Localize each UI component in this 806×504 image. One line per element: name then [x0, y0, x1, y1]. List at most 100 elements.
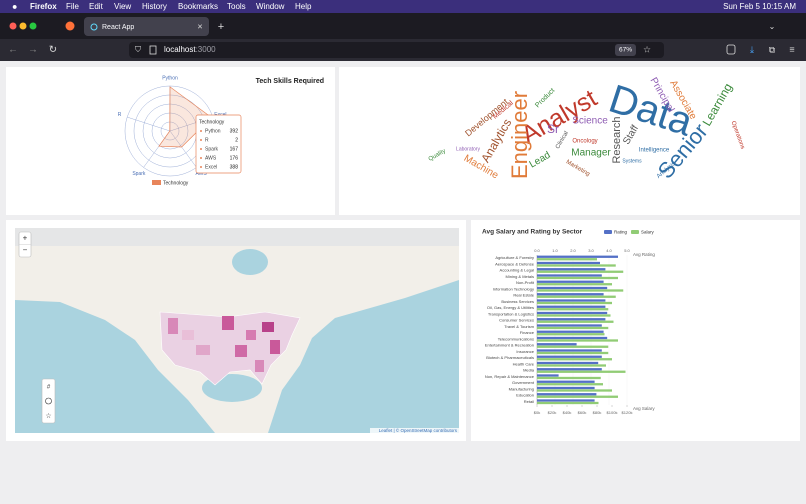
bar: [537, 301, 612, 305]
url-port: :3000: [196, 45, 217, 54]
zoom-badge[interactable]: [615, 44, 636, 56]
bar: [537, 370, 626, 373]
active-tab[interactable]: [84, 17, 209, 36]
y-tick-label: Consumer Services: [499, 318, 534, 323]
menu-item[interactable]: Window: [256, 2, 285, 11]
bar: [537, 264, 616, 267]
y-tick-label: Travel & Tourism: [504, 324, 534, 329]
tooltip-label: R: [205, 137, 209, 143]
cloud-word: Science: [572, 116, 608, 127]
menu-item[interactable]: Edit: [89, 2, 104, 11]
tooltip-dot: [200, 148, 202, 150]
chart-title: Tech Skills Required: [256, 78, 324, 85]
bar: [537, 401, 599, 405]
y-tick-label: Education: [516, 393, 534, 398]
attribution[interactable]: Leaflet | © OpenStreetMap contributors: [379, 427, 458, 433]
url-field[interactable]: [129, 42, 664, 58]
menu-item[interactable]: Firefox: [30, 2, 57, 11]
map[interactable]: # ☆: [15, 228, 459, 433]
menu-item[interactable]: View: [114, 2, 131, 11]
zoom-level[interactable]: 67%: [619, 47, 632, 54]
y-tick-label: Insurance: [516, 349, 534, 354]
grid-tool[interactable]: #: [47, 385, 51, 391]
x2-tick-label: $120k: [622, 410, 633, 415]
bookmark-star[interactable]: ☆: [643, 44, 651, 54]
y-tick-label: Manufacturing: [509, 386, 534, 391]
legend-swatch: [604, 230, 612, 234]
x2-tick-label: $60k: [578, 410, 587, 415]
menu-item[interactable]: Help: [295, 2, 312, 11]
cloud-word: Engineer: [507, 91, 532, 179]
radar-spoke: [169, 130, 197, 168]
radar-area: [158, 86, 213, 148]
bar: [537, 268, 606, 271]
y-tick-label: Aerospace & Defense: [495, 261, 535, 266]
bar: [537, 326, 609, 330]
pocket-icon[interactable]: [726, 44, 736, 55]
bar: [537, 320, 614, 323]
cloud-word: Intelligence: [639, 148, 670, 154]
extensions-icon[interactable]: ⧉: [769, 44, 776, 54]
bar: [537, 305, 606, 308]
x-tick-label: 0.0: [534, 248, 540, 253]
bar: [537, 255, 618, 258]
tooltip-value: 167: [230, 146, 239, 152]
y-tick-label: Accounting & Legal: [500, 268, 535, 273]
map-water: [268, 280, 459, 433]
bar: [537, 380, 595, 383]
bar: [537, 308, 609, 311]
bar: [537, 358, 612, 361]
menu-item[interactable]: History: [142, 2, 167, 11]
menu-item[interactable]: File: [66, 2, 79, 11]
bar: [537, 258, 597, 261]
map-water: [15, 300, 215, 433]
bar: [537, 299, 606, 302]
forward-button[interactable]: →: [28, 45, 38, 56]
bar: [537, 261, 600, 265]
legend-label: Technology: [163, 180, 189, 186]
x2-tick-label: $100k: [607, 410, 618, 415]
close-button[interactable]: [9, 22, 17, 30]
state: [196, 345, 210, 355]
tooltip-label: Spark: [205, 146, 219, 152]
map-toolbar: [41, 378, 56, 424]
tooltip-dot: [200, 130, 202, 132]
x-tick-label: 2.0: [570, 248, 576, 253]
menu-bar: [0, 0, 806, 13]
zoom-out[interactable]: −: [23, 246, 28, 255]
menu-item[interactable]: Tools: [227, 2, 246, 11]
menu-icon[interactable]: ≡: [789, 44, 794, 54]
y-tick-label: Business Services: [501, 299, 534, 304]
shield-icon[interactable]: ⛉: [135, 45, 141, 54]
back-button[interactable]: ←: [8, 45, 18, 56]
chart-title: Avg Salary and Rating by Sector: [482, 229, 583, 236]
y-tick-label: Information Technology: [493, 286, 534, 291]
menu-item[interactable]: Bookmarks: [178, 2, 218, 11]
dollar-tool[interactable]: [45, 397, 52, 405]
minimize-button[interactable]: [19, 22, 27, 30]
bar: [537, 311, 608, 315]
page-icon[interactable]: [149, 45, 157, 55]
star-tool[interactable]: ☆: [45, 412, 51, 420]
bar: [537, 270, 624, 273]
tab-list[interactable]: ⌄: [769, 22, 776, 31]
tab-title[interactable]: React App: [102, 24, 134, 31]
legend-label: Salary: [641, 230, 655, 235]
zoom-button[interactable]: [29, 22, 37, 30]
bar: [537, 374, 559, 377]
tooltip-label: Excel: [205, 164, 217, 170]
y-tick-label: Government: [512, 380, 535, 385]
firefox-view[interactable]: [65, 21, 75, 31]
downloads-icon[interactable]: ⤓: [750, 44, 754, 54]
bar: [537, 276, 618, 280]
bar: [537, 295, 616, 298]
y-tick-label: Transportation & Logistics: [488, 311, 534, 316]
reload-button[interactable]: ↻: [49, 45, 57, 56]
apple-logo[interactable]: ●: [12, 1, 17, 11]
cloud-word: Sr: [547, 122, 559, 136]
tab-close[interactable]: ×: [197, 21, 202, 31]
zoom-in[interactable]: +: [23, 234, 28, 243]
bar: [537, 383, 603, 386]
legend-label: Rating: [614, 230, 628, 235]
new-tab[interactable]: +: [218, 21, 224, 33]
